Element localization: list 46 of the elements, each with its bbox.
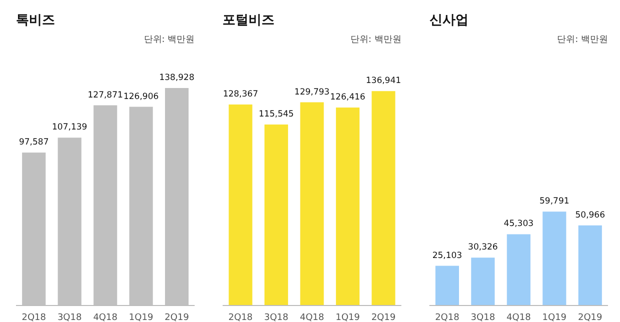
x-tick-label: 1Q19 xyxy=(336,313,360,322)
x-tick-label: 1Q19 xyxy=(128,313,154,322)
bar xyxy=(435,266,459,305)
bar xyxy=(228,104,252,305)
bar xyxy=(300,102,324,305)
data-label: 25,103 xyxy=(432,250,462,261)
data-label: 138,928 xyxy=(159,73,194,83)
x-tick-label: 4Q18 xyxy=(93,313,118,322)
chart-subtitle: 단위: 백만원 xyxy=(144,35,195,45)
x-tick-label: 3Q18 xyxy=(57,313,82,322)
bar xyxy=(471,258,495,305)
x-tick-label: 2Q19 xyxy=(164,313,190,322)
data-label: 127,871 xyxy=(88,90,123,100)
data-label: 126,416 xyxy=(330,92,366,103)
x-tick-label: 3Q18 xyxy=(470,313,496,322)
bar xyxy=(372,91,396,305)
bar xyxy=(264,124,288,305)
x-tick-label: 4Q18 xyxy=(300,313,324,322)
x-tick-label: 3Q18 xyxy=(264,313,289,322)
chart-title: 포털비즈 xyxy=(222,13,275,28)
data-label: 97,587 xyxy=(18,138,49,148)
x-tick-label: 2Q18 xyxy=(228,313,253,322)
x-tick-label: 4Q18 xyxy=(506,313,532,322)
data-label: 128,367 xyxy=(222,89,258,100)
data-label: 59,791 xyxy=(540,196,570,207)
data-label: 115,545 xyxy=(258,110,294,120)
chart-subtitle: 단위: 백만원 xyxy=(557,35,608,45)
x-tick-label: 2Q18 xyxy=(22,313,46,322)
bar xyxy=(336,108,360,305)
x-tick-label: 2Q18 xyxy=(435,313,460,322)
chart-title: 톡비즈 xyxy=(16,13,55,28)
x-tick-label: 2Q19 xyxy=(371,313,396,322)
data-label: 136,941 xyxy=(366,76,402,86)
data-label: 107,139 xyxy=(52,122,88,133)
bar xyxy=(506,234,530,305)
bar xyxy=(542,212,566,305)
data-label: 126,906 xyxy=(123,92,159,102)
data-label: 30,326 xyxy=(468,242,498,253)
data-label: 45,303 xyxy=(504,219,534,230)
chart-subtitle: 단위: 백만원 xyxy=(350,35,402,45)
bar xyxy=(578,225,602,305)
chart-title: 신사업 xyxy=(429,13,468,28)
x-tick-label: 1Q19 xyxy=(542,313,567,322)
data-label: 129,793 xyxy=(294,87,330,98)
data-label: 50,966 xyxy=(575,210,606,220)
x-tick-label: 2Q19 xyxy=(578,313,603,322)
